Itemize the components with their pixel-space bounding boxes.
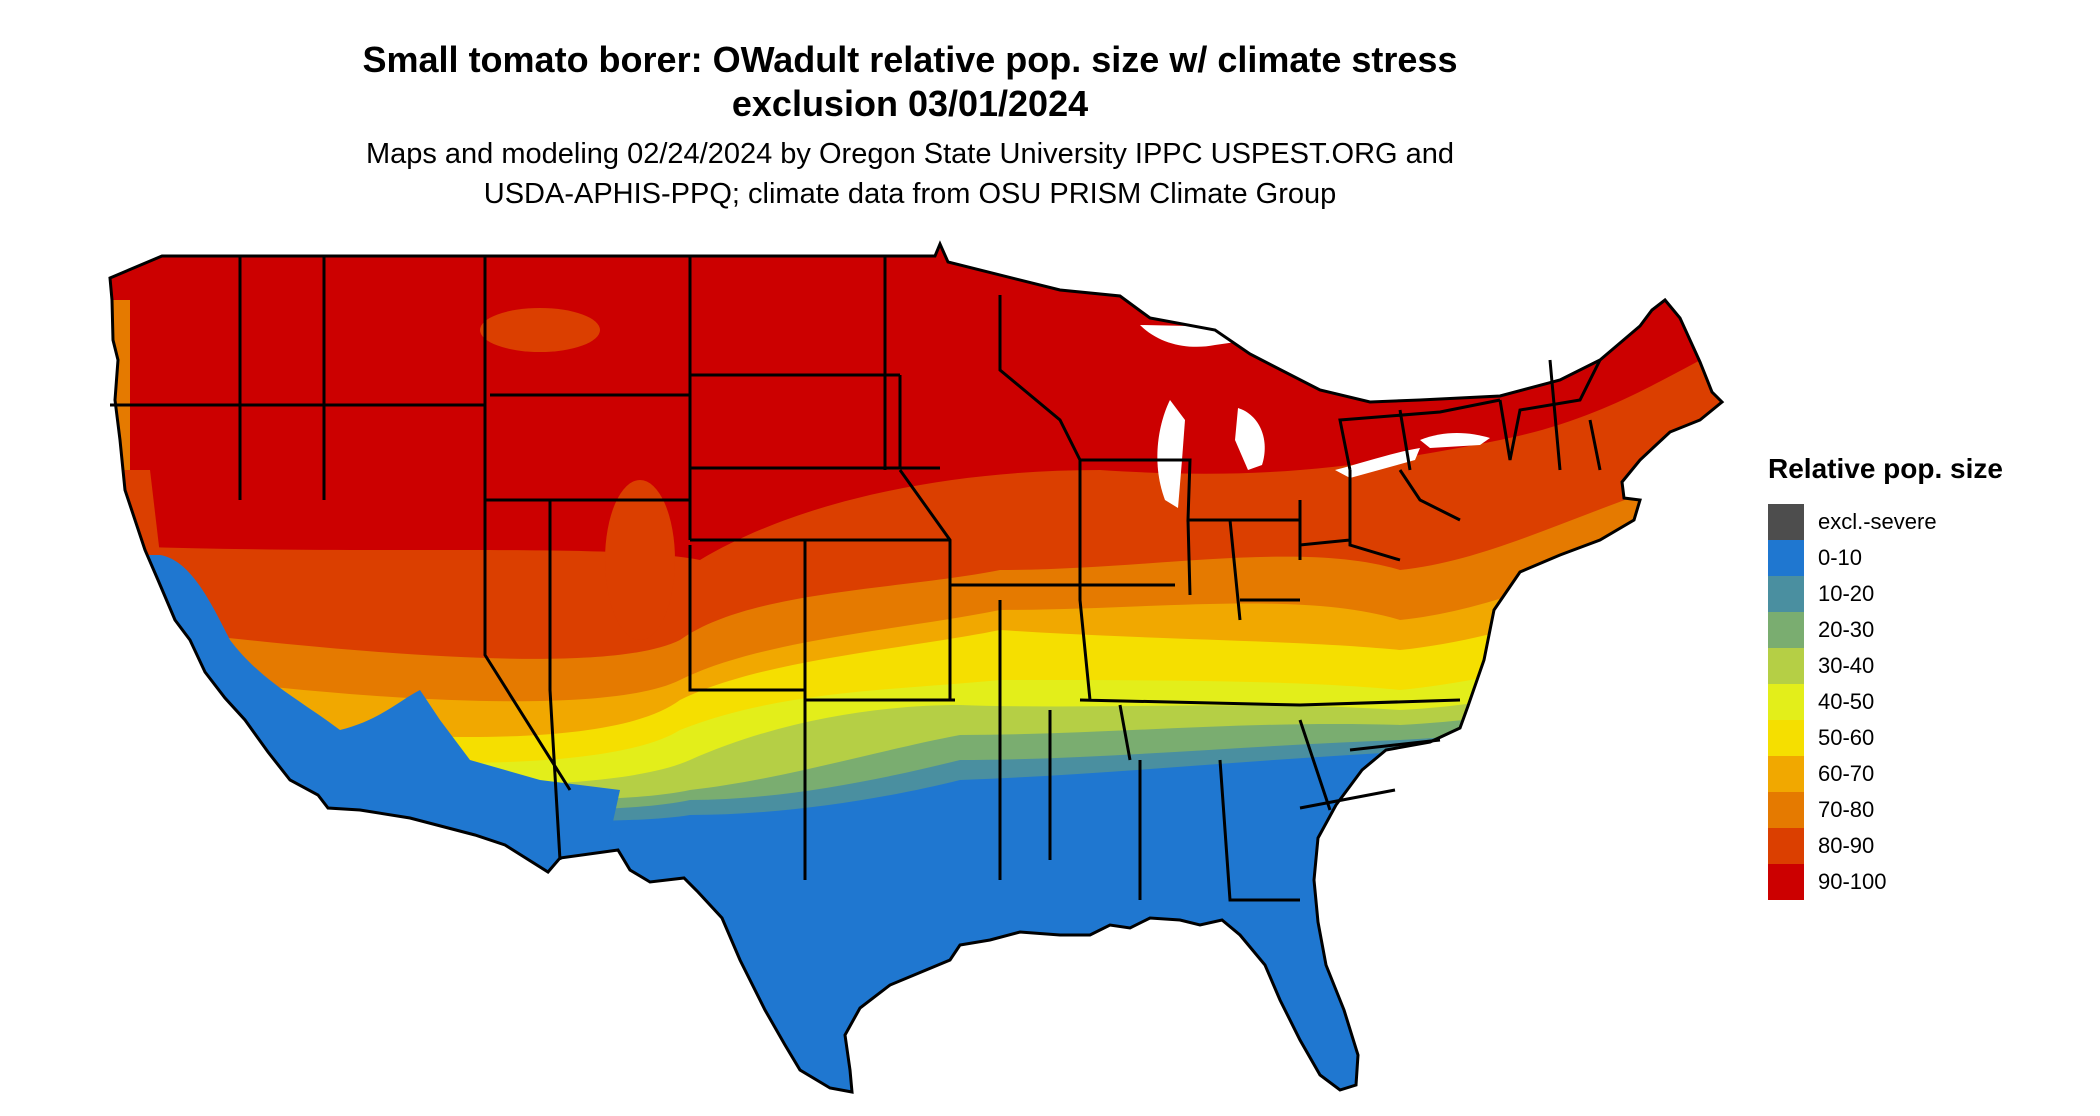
legend-swatch <box>1768 684 1804 720</box>
legend-item: 10-20 <box>1768 576 2003 612</box>
legend-swatch <box>1768 792 1804 828</box>
legend-swatch <box>1768 540 1804 576</box>
map-subtitle: Maps and modeling 02/24/2024 by Oregon S… <box>0 134 1820 214</box>
legend-item: excl.-severe <box>1768 504 2003 540</box>
legend-label: 30-40 <box>1818 653 1875 678</box>
title-line-2: exclusion 03/01/2024 <box>731 83 1089 124</box>
legend-label: 50-60 <box>1818 725 1875 750</box>
subtitle-line-2: USDA-APHIS-PPQ; climate data from OSU PR… <box>483 178 1337 210</box>
great-lakes <box>1140 325 1490 508</box>
legend-label: 0-10 <box>1818 545 1863 570</box>
legend-item: 40-50 <box>1768 684 2003 720</box>
legend-item: 70-80 <box>1768 792 2003 828</box>
legend-label: 40-50 <box>1818 689 1875 714</box>
legend-swatch <box>1768 864 1804 900</box>
state-borders <box>108 242 1724 1094</box>
legend-label: 20-30 <box>1818 617 1875 642</box>
legend-label: 60-70 <box>1818 761 1875 786</box>
legend-item: 50-60 <box>1768 720 2003 756</box>
map-title: Small tomato borer: OWadult relative pop… <box>0 38 1820 126</box>
legend-title: Relative pop. size <box>1768 453 2003 484</box>
legend-swatch <box>1768 504 1804 540</box>
legend-swatch <box>1768 648 1804 684</box>
legend: Relative pop. size excl.-severe 0-10 10-20… <box>1768 452 2003 900</box>
legend-swatch <box>1768 828 1804 864</box>
legend-items: excl.-severe 0-10 10-20 20-30 30-40 40-50 50-6… <box>1768 504 2003 900</box>
legend-swatch <box>1768 756 1804 792</box>
legend-swatch <box>1768 576 1804 612</box>
legend-item: 0-10 <box>1768 540 2003 576</box>
legend-item: 20-30 <box>1768 612 2003 648</box>
legend-swatch <box>1768 720 1804 756</box>
legend-label: 90-100 <box>1818 869 1887 894</box>
legend-swatch <box>1768 612 1804 648</box>
legend-label: 10-20 <box>1818 581 1875 606</box>
subtitle-line-1: Maps and modeling 02/24/2024 by Oregon S… <box>365 138 1455 170</box>
legend-item: 60-70 <box>1768 756 2003 792</box>
legend-label: 80-90 <box>1818 833 1875 858</box>
legend-item: 80-90 <box>1768 828 2003 864</box>
title-line-1: Small tomato borer: OWadult relative pop… <box>362 39 1458 80</box>
legend-label: 70-80 <box>1818 797 1875 822</box>
legend-item: 90-100 <box>1768 864 2003 900</box>
legend-label: excl.-severe <box>1818 509 1937 534</box>
legend-item: 30-40 <box>1768 648 2003 684</box>
